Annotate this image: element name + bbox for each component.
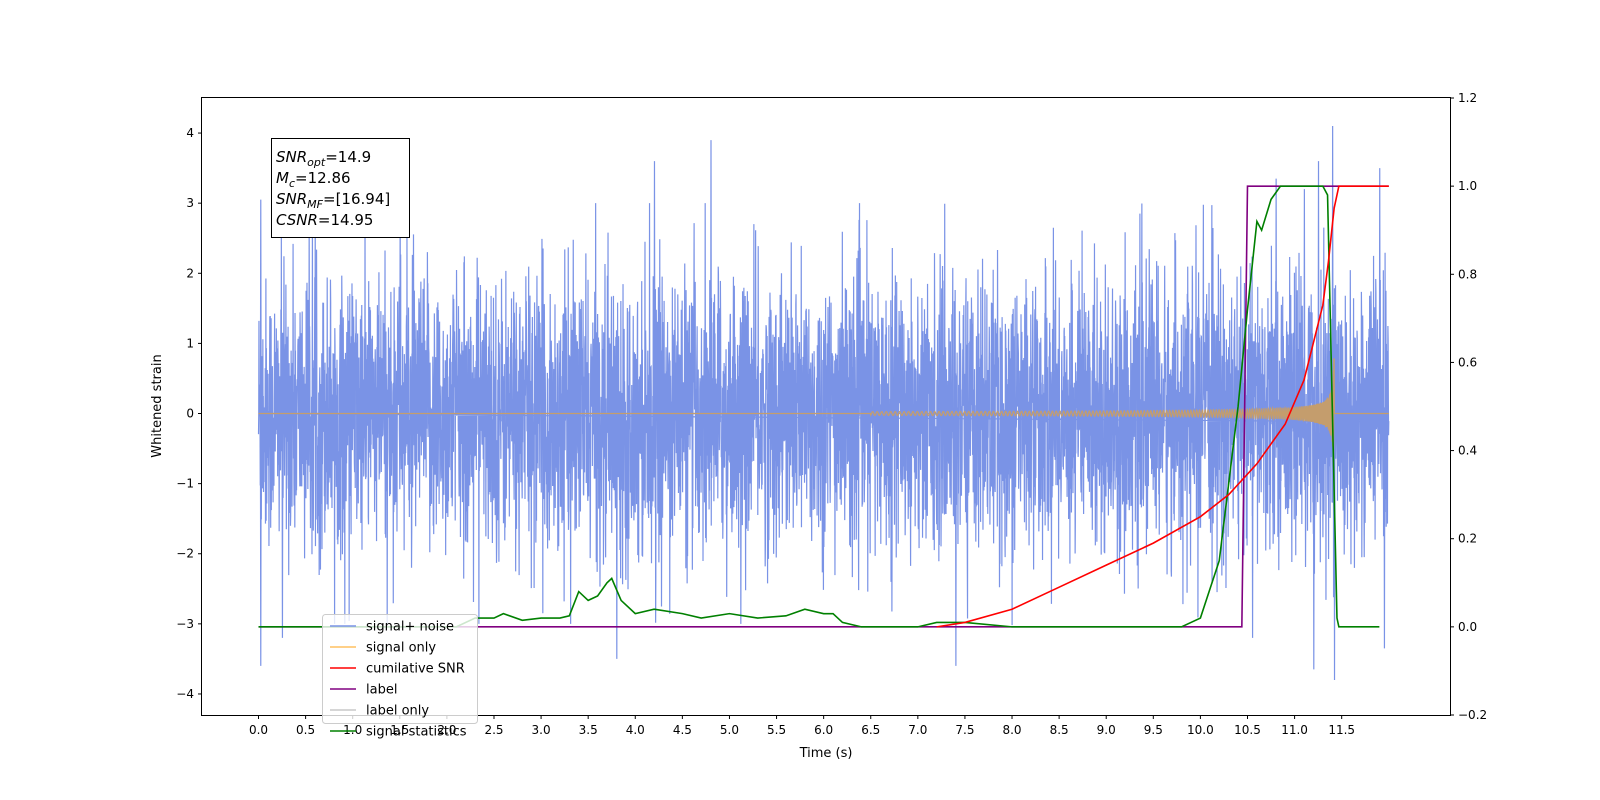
legend-label: label only xyxy=(366,704,429,719)
series-signal-only xyxy=(258,358,1389,466)
y2-tick-label: 0.4 xyxy=(1458,444,1477,458)
x-tick-label: 5.5 xyxy=(767,723,786,737)
y2-axis-ticks: 1.2 1.0 0.8 0.6 0.4 0.2 0.0 −0.2 xyxy=(1450,91,1487,722)
x-tick-label: 4.5 xyxy=(673,723,692,737)
x-tick-label: 4.0 xyxy=(626,723,645,737)
x-tick-label: 3.0 xyxy=(532,723,551,737)
x-tick-label: 11.5 xyxy=(1328,723,1355,737)
x-tick-label: 2.0 xyxy=(437,723,456,737)
metrics-annotation: SNRopt=14.9Mc=12.86SNRMF=[16.94]CSNR=14.… xyxy=(271,138,410,238)
legend: signal+ noise signal only cumilative SNR la… xyxy=(322,614,478,740)
x-tick-label: 1.5 xyxy=(390,723,409,737)
y-tick-label: 0 xyxy=(186,407,194,421)
x-tick-label: 7.0 xyxy=(908,723,927,737)
y-tick-label: −3 xyxy=(176,617,194,631)
x-tick-label: 8.0 xyxy=(1002,723,1021,737)
x-tick-label: 11.0 xyxy=(1281,723,1308,737)
x-tick-label: 9.5 xyxy=(1144,723,1163,737)
x-tick-label: 6.5 xyxy=(861,723,880,737)
x-tick-label: 0.5 xyxy=(296,723,315,737)
x-tick-label: 7.5 xyxy=(955,723,974,737)
axes-frame xyxy=(201,97,1451,716)
series-signal-statistics xyxy=(258,185,1380,628)
y2-tick-label: 1.2 xyxy=(1458,91,1477,105)
y-tick-label: −1 xyxy=(176,477,194,491)
annotation-box xyxy=(271,138,410,238)
x-tick-label: 9.0 xyxy=(1097,723,1116,737)
annotation-line: Mc=12.86 xyxy=(276,169,351,190)
y2-tick-label: −0.2 xyxy=(1458,708,1487,722)
y-tick-label: −4 xyxy=(176,687,194,701)
x-axis-label: Time (s) xyxy=(799,746,853,761)
series-signal-noise xyxy=(257,126,1390,680)
y-tick-label: 4 xyxy=(186,126,194,140)
y-axis-label: Whitened strain xyxy=(150,354,165,457)
y2-tick-label: 1.0 xyxy=(1458,179,1477,193)
y-tick-label: 1 xyxy=(186,336,194,350)
x-tick-label: 5.0 xyxy=(720,723,739,737)
y-tick-label: 3 xyxy=(186,196,194,210)
x-tick-label: 2.5 xyxy=(484,723,503,737)
x-tick-label: 6.0 xyxy=(814,723,833,737)
legend-label: cumilative SNR xyxy=(366,662,465,677)
y-tick-label: −2 xyxy=(176,547,194,561)
y2-tick-label: 0.0 xyxy=(1458,620,1477,634)
chart-marks xyxy=(257,126,1390,680)
y2-tick-label: 0.2 xyxy=(1458,532,1477,546)
x-tick-label: 1.0 xyxy=(343,723,362,737)
x-axis-ticks: 0.0 0.5 1.0 1.5 2.0 2.5 3.0 3.5 4.0 4.5 5.0 5.5 6.0 6… xyxy=(249,715,1355,737)
x-tick-label: 0.0 xyxy=(249,723,268,737)
annotation-line: SNRopt=14.9 xyxy=(276,148,371,169)
x-tick-label: 10.0 xyxy=(1187,723,1214,737)
series-cumulative-snr xyxy=(936,185,1389,628)
x-tick-label: 8.5 xyxy=(1050,723,1069,737)
legend-label: signal only xyxy=(366,641,436,656)
y-axis-ticks: 4 3 2 1 0 −1 −2 −3 −4 xyxy=(176,126,202,701)
legend-label: label xyxy=(366,683,397,698)
x-tick-label: 3.5 xyxy=(579,723,598,737)
annotation-line: SNRMF=[16.94] xyxy=(276,190,390,211)
legend-label: signal statistics xyxy=(366,725,467,740)
annotation-line: CSNR=14.95 xyxy=(276,211,373,229)
y-tick-label: 2 xyxy=(186,266,194,280)
y2-tick-label: 0.8 xyxy=(1458,267,1477,281)
x-tick-label: 10.5 xyxy=(1234,723,1261,737)
legend-label: signal+ noise xyxy=(366,620,454,635)
y2-tick-label: 0.6 xyxy=(1458,355,1477,369)
legend-box xyxy=(322,614,478,724)
